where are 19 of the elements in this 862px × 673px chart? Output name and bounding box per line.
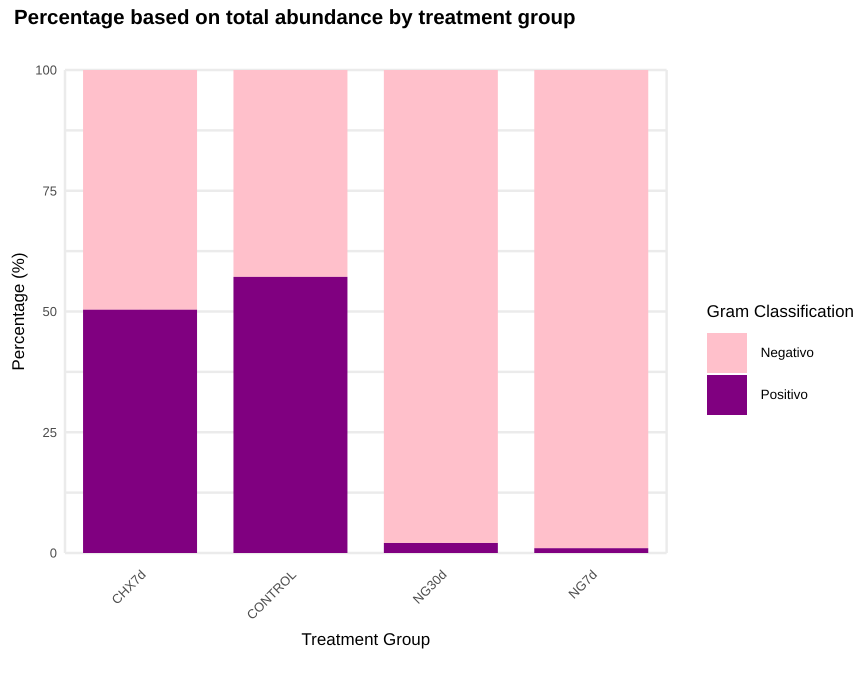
- bar: [384, 542, 498, 553]
- bar: [534, 70, 648, 548]
- y-tick-label: 75: [42, 183, 57, 198]
- text: Negativo: [760, 345, 814, 360]
- y-axis-title: Percentage (%): [9, 252, 28, 371]
- y-tick-label: 100: [35, 62, 57, 78]
- bar: [534, 548, 648, 553]
- bar: [233, 276, 348, 553]
- legend-title: Gram Classification: [706, 302, 854, 322]
- chart-title: Percentage based on total abundance by treatment group: [14, 6, 576, 30]
- bar: [384, 70, 498, 543]
- bar: [83, 70, 198, 310]
- y-tick-label: 0: [50, 546, 57, 561]
- bar: [83, 310, 198, 553]
- text: Positivo: [760, 387, 808, 402]
- y-tick-label: 25: [42, 424, 57, 440]
- bar: [233, 70, 348, 277]
- y-tick-label: 50: [42, 304, 57, 320]
- x-axis-title: Treatment Group: [301, 630, 430, 649]
